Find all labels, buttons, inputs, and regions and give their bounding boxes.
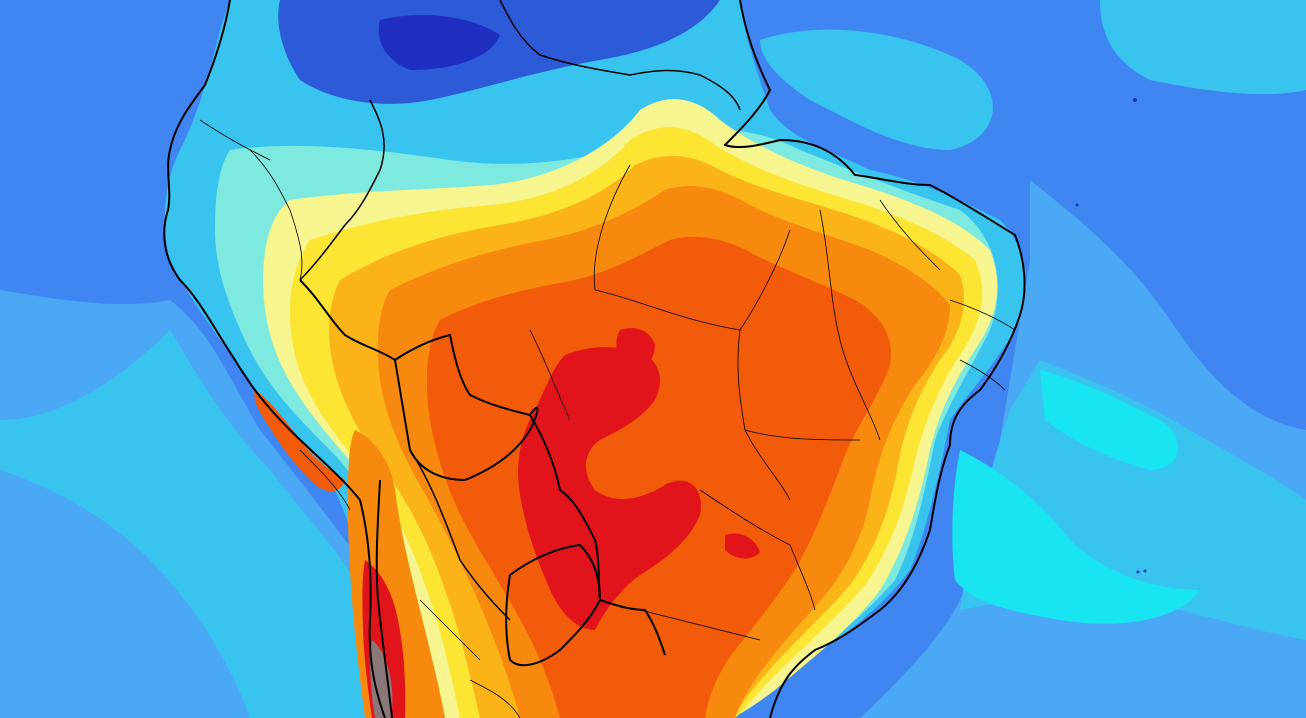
state-line-1 [594,289,741,331]
state-line-4 [737,329,791,501]
state-line-17 [419,599,481,661]
ocean-band-west-inner [0,330,385,718]
island-marker-4 [1143,569,1147,573]
paraguay-border [505,544,601,667]
state-line-3 [739,229,791,331]
coastline [163,0,386,718]
ocean-cyan-patch-east [952,450,1200,624]
bolivia-border [394,359,539,481]
red-core-center [518,347,701,630]
venezuela-border [299,99,385,281]
state-line-9 [789,544,816,611]
island-markers [1075,98,1147,574]
borders [163,0,1026,718]
island-marker-3 [1136,570,1140,574]
state-line-11 [529,329,571,421]
red-core-east [616,328,655,369]
state-line-18 [469,679,521,718]
red-core-south [725,533,760,559]
state-line-6 [879,199,941,271]
andes-south-grey [370,640,393,718]
ocean-patch-north [760,29,993,150]
state-line-16 [299,449,351,511]
state-line-14 [249,149,303,281]
chile-argentina-border [375,479,393,718]
state-line-12 [949,299,1016,331]
guiana-borders [499,0,741,111]
state-line-13 [959,359,1006,391]
cold-core-north [378,15,500,70]
state-line-10 [639,609,761,641]
argentina-north-border [409,449,511,621]
island-marker-1 [1133,98,1137,102]
island-marker-2 [1075,203,1079,207]
state-line-8 [699,489,791,546]
state-line-7 [744,429,861,441]
coastline-north-east [724,0,1026,718]
state-line-5 [819,209,881,441]
ocean-cyan-patch-ne [1040,370,1179,470]
state-line-15 [199,119,271,161]
state-lines [199,119,1016,718]
state-line-2 [593,164,631,291]
ocean-patch-ne-2 [1100,0,1306,95]
